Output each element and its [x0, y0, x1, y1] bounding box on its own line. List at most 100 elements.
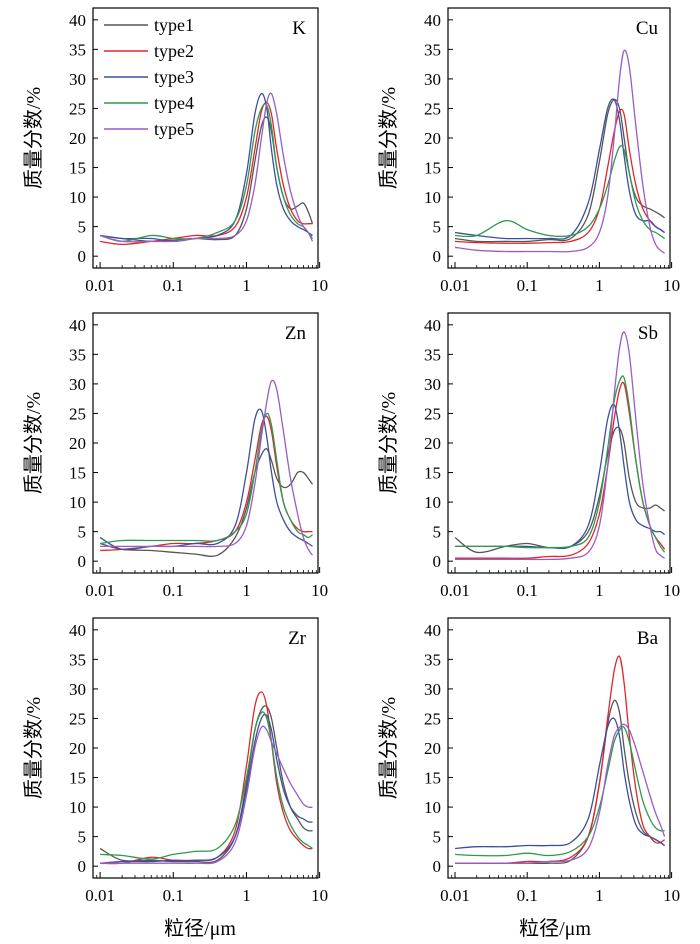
- y-axis-label: 质量分数/%: [22, 697, 45, 799]
- plot-frame: [447, 312, 671, 574]
- panel-title: Cu: [636, 18, 659, 39]
- x-tick-label: 10: [663, 886, 680, 905]
- x-tick-label: 10: [663, 581, 680, 600]
- plot-frame: [92, 7, 319, 269]
- y-tick-label: 20: [424, 129, 441, 148]
- x-tick-label: 0.1: [163, 886, 184, 905]
- legend-label: type5: [154, 119, 194, 139]
- plot-frame: [447, 617, 671, 879]
- y-axis-label: 质量分数/%: [22, 392, 45, 494]
- y-tick-label: 30: [69, 680, 86, 699]
- legend-label: type2: [154, 41, 194, 61]
- y-tick-label: 35: [424, 650, 441, 669]
- series-line-type3: [454, 403, 666, 550]
- panel-title: Zn: [285, 323, 307, 344]
- y-tick-label: 30: [69, 70, 86, 89]
- panel-title: Sb: [638, 323, 658, 344]
- y-tick-label: 40: [69, 11, 86, 30]
- y-tick-label: 35: [69, 345, 86, 364]
- series-line-type3: [100, 713, 313, 864]
- plot-frame: [92, 617, 319, 879]
- y-tick-label: 0: [433, 857, 442, 876]
- y-tick-label: 10: [424, 798, 441, 817]
- y-tick-label: 15: [69, 769, 86, 788]
- y-tick-label: 40: [69, 621, 86, 640]
- y-tick-label: 20: [69, 129, 86, 148]
- series-line-type4: [454, 145, 665, 240]
- y-tick-label: 5: [78, 828, 87, 847]
- panel-title: Zr: [288, 628, 307, 649]
- series-line-type5: [455, 331, 665, 561]
- y-tick-label: 35: [424, 345, 441, 364]
- legend: type1 type2 type3 type4 type5: [104, 15, 194, 139]
- y-tick-label: 15: [424, 769, 441, 788]
- x-tick-label: 0.1: [517, 886, 538, 905]
- x-tick-label: 1: [242, 886, 251, 905]
- x-tick-label: 1: [595, 581, 604, 600]
- series-line-type1: [99, 705, 313, 864]
- y-tick-label: 25: [69, 404, 86, 423]
- series-line-type2: [455, 381, 666, 559]
- x-tick-label: 10: [311, 886, 328, 905]
- y-tick-label: 30: [424, 375, 441, 394]
- x-tick-label: 0.1: [517, 276, 538, 295]
- x-tick-label: 0.01: [440, 886, 470, 905]
- y-tick-label: 35: [424, 40, 441, 59]
- y-tick-label: 40: [424, 621, 441, 640]
- series-line-type5: [454, 49, 665, 254]
- series-line-type1: [454, 426, 665, 554]
- y-tick-label: 5: [433, 828, 442, 847]
- y-tick-label: 20: [424, 739, 441, 758]
- y-axis-label: 质量分数/%: [377, 697, 400, 799]
- series-line-type5: [455, 723, 666, 864]
- y-axis-label: 质量分数/%: [377, 392, 400, 494]
- panel-cu: 0 5 10 15 20 25 30 35 40 0.01 0.1 1 10 质量分数/% Cu: [377, 7, 680, 295]
- panel-zr: 0 5 10 15 20 25 30 35 40 0.01 0.1 1 10 质量分数/% Zr: [22, 617, 328, 905]
- y-tick-label: 30: [424, 70, 441, 89]
- y-tick-label: 10: [69, 493, 86, 512]
- x-tick-label: 1: [242, 581, 251, 600]
- y-tick-label: 10: [69, 798, 86, 817]
- x-tick-label: 0.01: [85, 276, 115, 295]
- y-tick-label: 5: [78, 218, 87, 237]
- y-tick-label: 25: [424, 709, 441, 728]
- y-tick-label: 5: [433, 523, 442, 542]
- y-tick-label: 35: [69, 650, 86, 669]
- legend-label: type1: [154, 15, 194, 35]
- y-tick-label: 10: [424, 493, 441, 512]
- x-tick-label: 1: [242, 276, 251, 295]
- y-tick-label: 0: [433, 552, 442, 571]
- y-tick-label: 15: [424, 159, 441, 178]
- legend-label: type3: [154, 67, 194, 87]
- series-line-type4: [454, 725, 665, 857]
- y-tick-label: 35: [69, 40, 86, 59]
- y-tick-label: 5: [78, 523, 87, 542]
- y-tick-label: 10: [424, 188, 441, 207]
- x-tick-label: 1: [595, 886, 604, 905]
- y-tick-label: 5: [433, 218, 442, 237]
- y-axis-label: 质量分数/%: [377, 87, 400, 189]
- series-line-type1: [100, 116, 314, 243]
- series-line-type5: [99, 92, 314, 243]
- series-line-type5: [100, 725, 313, 865]
- x-tick-label: 0.01: [85, 581, 115, 600]
- x-tick-label: 0.1: [517, 581, 538, 600]
- panel-title: K: [292, 18, 306, 39]
- series-line-type1: [99, 448, 314, 557]
- x-tick-label: 0.01: [440, 581, 470, 600]
- series-line-type4: [100, 412, 313, 545]
- series-line-type3: [100, 93, 313, 243]
- y-tick-label: 40: [424, 316, 441, 335]
- series-line-type4: [100, 711, 313, 860]
- x-axis-label-left: 粒径/μm: [164, 917, 236, 940]
- series-line-type5: [100, 379, 314, 556]
- panel-sb: 0 5 10 15 20 25 30 35 40 0.01 0.1 1 10 质量分数/% Sb: [377, 312, 680, 600]
- y-tick-label: 0: [78, 857, 87, 876]
- plot-frame: [92, 312, 319, 574]
- series-line-type4: [99, 103, 314, 243]
- y-tick-label: 25: [424, 404, 441, 423]
- y-tick-label: 0: [78, 247, 87, 266]
- x-tick-label: 1: [595, 276, 604, 295]
- x-axis-label-right: 粒径/μm: [519, 917, 591, 940]
- panel-zn: 0 5 10 15 20 25 30 35 40 0.01 0.1 1 10 质量分数/% Zn: [22, 312, 328, 600]
